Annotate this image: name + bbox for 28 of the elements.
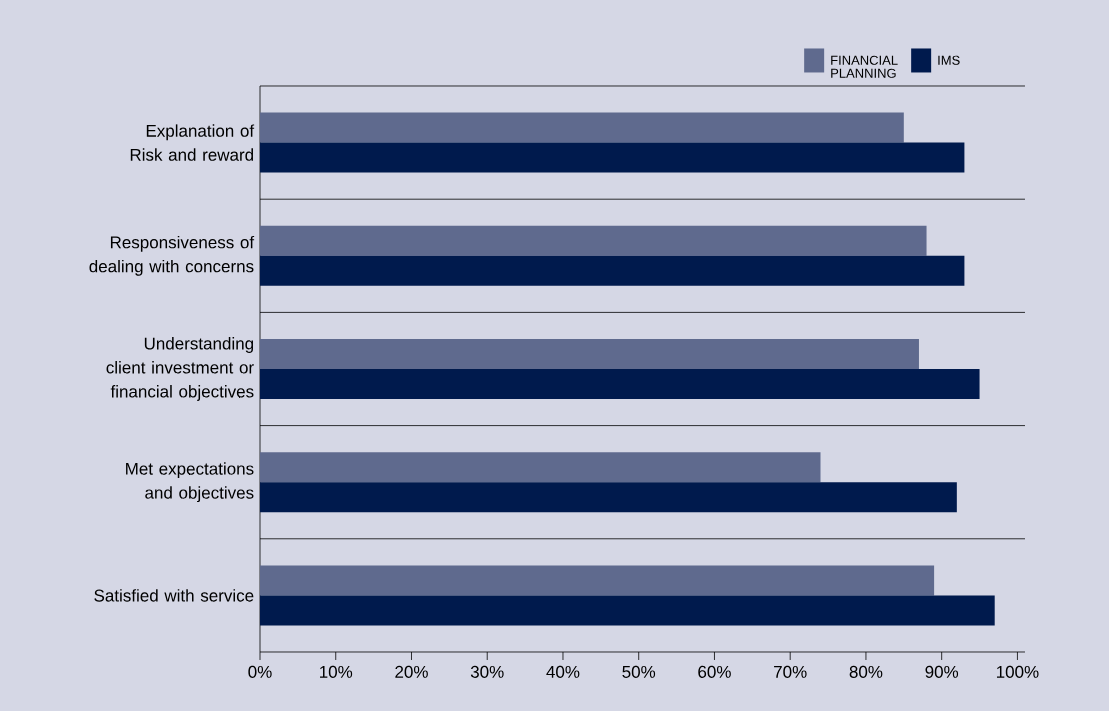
x-tick-label: 40% <box>546 665 580 678</box>
y-tick-label: Understanding client investment or financial objectives <box>106 337 254 401</box>
x-tick-label: 30% <box>470 665 504 678</box>
legend-label: IMS <box>938 55 960 65</box>
y-tick-label: Met expectations and objectives <box>126 462 254 503</box>
bar <box>260 255 965 286</box>
bar <box>260 225 927 256</box>
bar <box>260 565 935 596</box>
x-tick-label: 0% <box>248 665 272 678</box>
x-tick-label: 60% <box>698 665 731 678</box>
x-tick-label: 50% <box>622 665 656 678</box>
legend-label: FINANCIAL PLANNING <box>831 55 898 78</box>
x-tick-label: 70% <box>774 665 807 678</box>
bar <box>260 339 919 369</box>
bar <box>260 452 821 483</box>
y-tick-label: Responsiveness of dealing with concerns <box>89 235 255 276</box>
bar <box>260 482 957 513</box>
x-tick-label: 80% <box>849 665 883 678</box>
bar <box>260 369 980 399</box>
x-tick-label: 10% <box>320 665 353 678</box>
y-tick-label: Explanation of Risk and reward <box>130 124 255 161</box>
x-tick-label: 20% <box>395 665 428 678</box>
bar <box>260 142 965 173</box>
bar <box>260 112 904 143</box>
y-tick-label: Satisfied with service <box>94 589 254 602</box>
x-tick-label: 100% <box>996 665 1039 678</box>
x-tick-label: 90% <box>925 665 959 678</box>
bar <box>260 595 995 626</box>
